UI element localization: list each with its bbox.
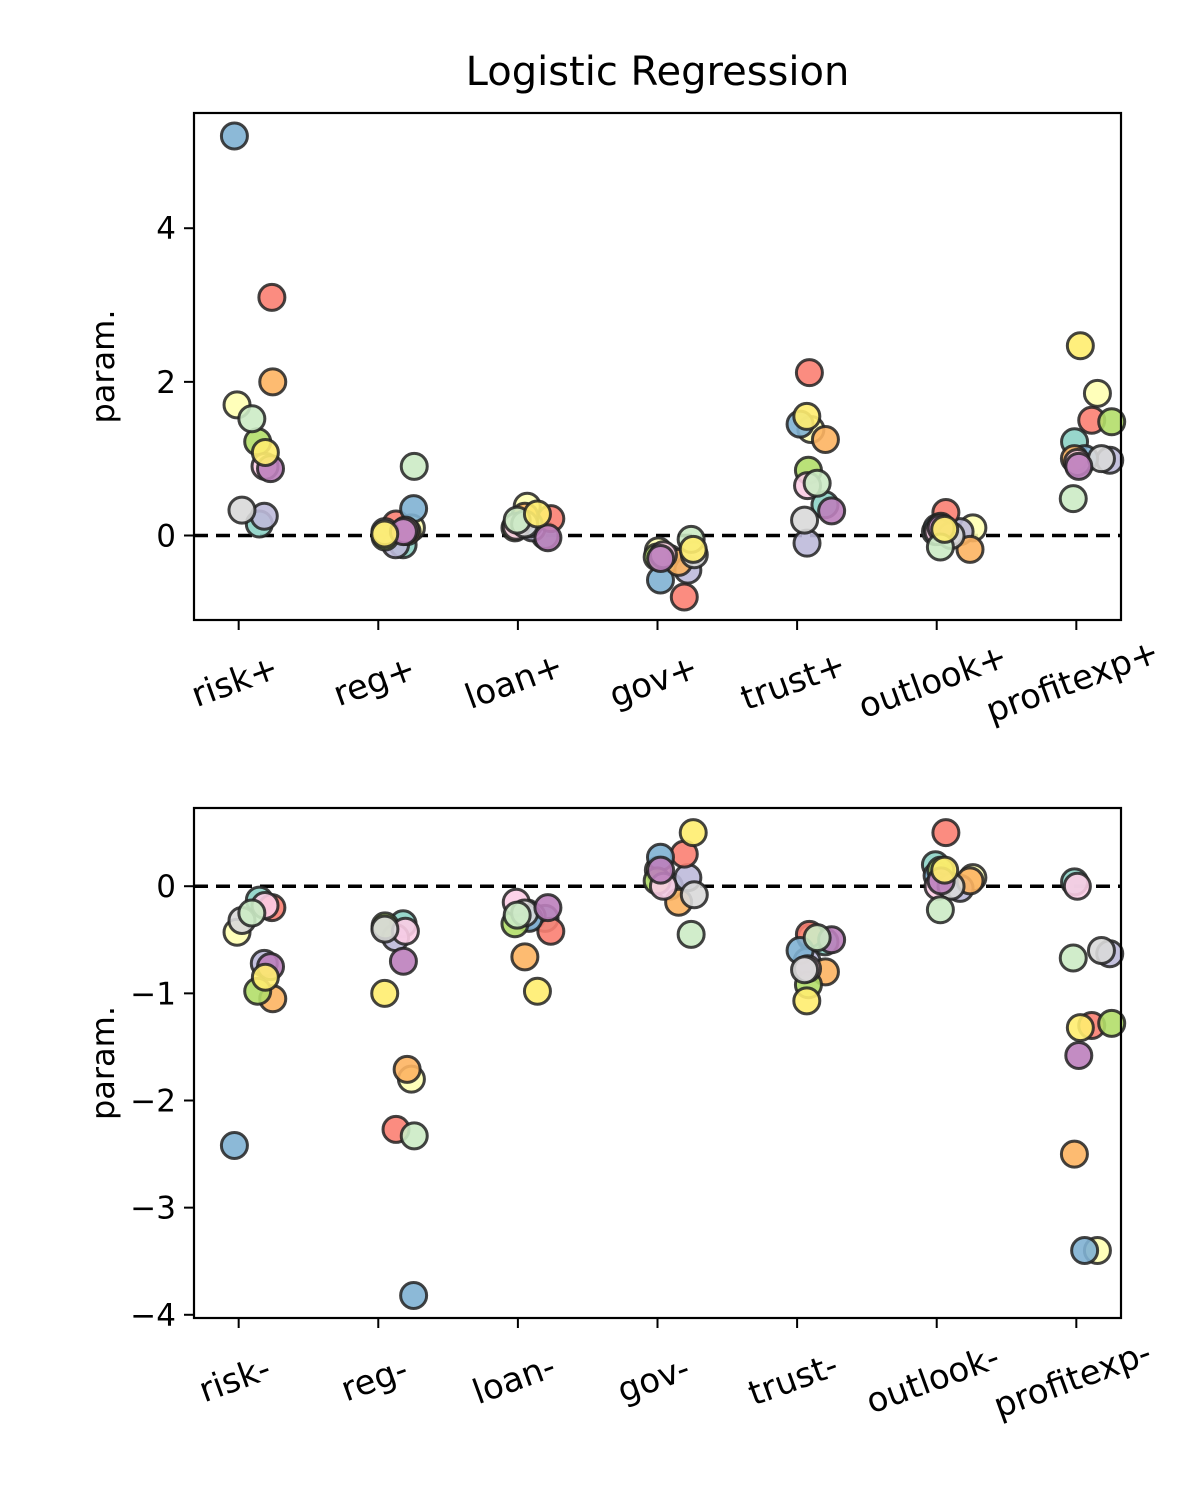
point	[237, 404, 267, 434]
point	[522, 499, 552, 529]
x-tick-label: gov-	[612, 1348, 695, 1411]
point	[646, 855, 676, 885]
point	[1058, 943, 1088, 973]
point	[1082, 378, 1112, 408]
point	[802, 923, 832, 953]
y-tick-label: 0	[156, 519, 176, 555]
point	[370, 978, 400, 1008]
point	[790, 505, 820, 535]
point	[669, 582, 699, 612]
point	[392, 1054, 422, 1084]
point	[678, 534, 708, 564]
point	[399, 451, 429, 481]
x-tick-label: trust+	[736, 644, 852, 719]
point	[1065, 1013, 1095, 1043]
x-tick-label: reg+	[328, 648, 421, 714]
point	[219, 1131, 249, 1160]
x-tick-label: trust-	[743, 1345, 843, 1414]
point	[533, 523, 563, 553]
y-tick-label: 0	[156, 869, 176, 905]
plot-frame	[192, 111, 1123, 622]
point	[370, 914, 400, 944]
points	[219, 818, 1127, 1310]
point	[1097, 407, 1127, 437]
point	[792, 986, 822, 1016]
x-tick-label: profitexp-	[988, 1333, 1156, 1427]
point	[679, 880, 709, 910]
y-tick-label: −1	[130, 976, 176, 1012]
x-tick-label: gov+	[604, 647, 703, 716]
points	[219, 121, 1127, 612]
point	[399, 1121, 429, 1151]
x-tick-label: loan+	[460, 646, 569, 718]
point	[678, 818, 708, 848]
point	[533, 893, 563, 923]
point	[250, 438, 280, 468]
point	[227, 495, 257, 525]
point	[1086, 936, 1116, 965]
point	[1097, 1008, 1127, 1038]
point	[502, 900, 532, 930]
point	[930, 855, 960, 885]
point	[676, 919, 706, 949]
x-tick-label: outlook-	[861, 1337, 1005, 1422]
point	[1059, 1139, 1089, 1169]
point	[237, 898, 267, 928]
chart-title: Logistic Regression	[466, 49, 850, 95]
point	[522, 976, 552, 1006]
point	[794, 358, 824, 388]
x-tick-label: risk+	[186, 648, 284, 716]
plot-frame	[192, 806, 1123, 1320]
x-tick-label: profitexp+	[981, 632, 1165, 731]
y-tick-label: −3	[130, 1191, 176, 1227]
y-axis-label: param.	[84, 1006, 122, 1120]
point	[257, 282, 287, 312]
x-tick-label: reg-	[336, 1349, 414, 1410]
y-axis-label: param.	[84, 309, 122, 423]
point	[1070, 1236, 1100, 1265]
y-tick-label: 4	[156, 211, 176, 247]
x-tick-label: loan-	[467, 1346, 560, 1413]
point	[925, 895, 955, 925]
point	[388, 946, 418, 976]
point	[810, 424, 840, 454]
point	[930, 514, 960, 544]
y-tick-label: 2	[156, 365, 176, 401]
point	[1058, 484, 1088, 514]
point	[219, 121, 249, 151]
point	[931, 818, 961, 848]
point	[790, 955, 820, 985]
x-tick-label: risk-	[194, 1348, 276, 1411]
point	[250, 962, 280, 992]
point	[510, 942, 540, 972]
point	[1062, 871, 1092, 901]
point	[370, 519, 400, 549]
point	[817, 496, 847, 526]
point	[399, 1281, 429, 1310]
y-tick-label: −4	[130, 1298, 176, 1334]
point	[802, 468, 832, 498]
point	[646, 544, 676, 574]
point	[1065, 331, 1095, 361]
point	[1064, 1041, 1094, 1070]
point	[258, 367, 288, 397]
point	[1064, 451, 1094, 481]
y-tick-label: −2	[130, 1084, 176, 1120]
point	[792, 401, 822, 431]
